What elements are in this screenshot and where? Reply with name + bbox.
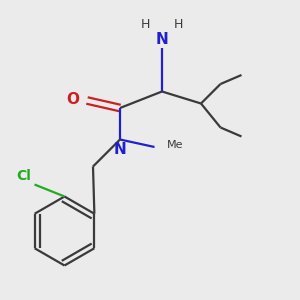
Text: N: N (114, 142, 126, 158)
Text: H: H (141, 19, 150, 32)
Text: Cl: Cl (16, 169, 32, 183)
Text: Me: Me (167, 140, 183, 151)
Text: N: N (156, 32, 168, 46)
Text: O: O (67, 92, 80, 106)
Text: H: H (174, 19, 183, 32)
